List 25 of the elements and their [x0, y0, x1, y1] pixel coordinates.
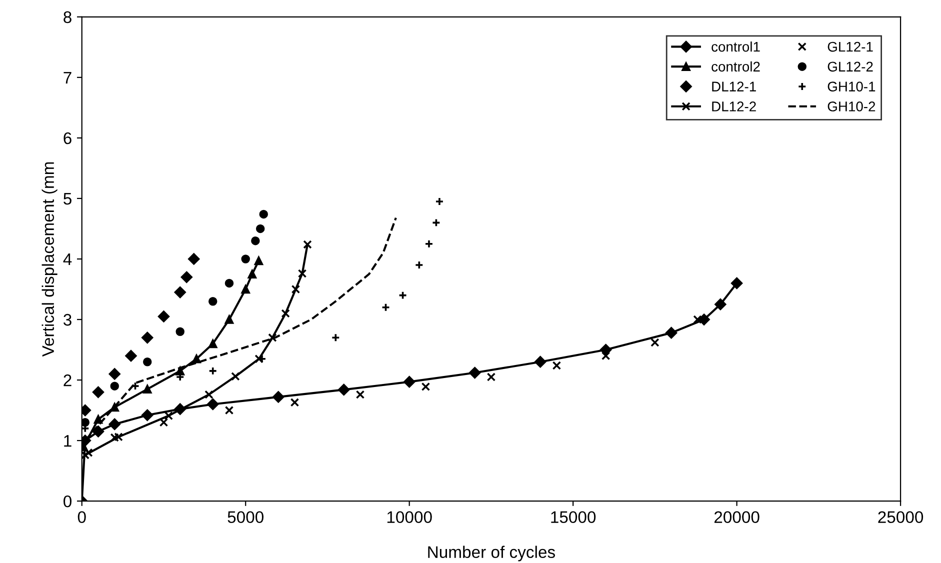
- x-tick-label: 10000: [387, 511, 432, 524]
- legend-label: GL12-2: [828, 62, 873, 72]
- y-tick-label: 1: [64, 435, 72, 447]
- y-tick-label: 2: [64, 374, 72, 386]
- legend-label: DL12-1: [712, 82, 756, 92]
- x-tick-label: 0: [78, 511, 86, 524]
- legend-label: GL12-1: [828, 42, 873, 52]
- x-tick-label: 20000: [714, 511, 760, 524]
- y-tick-label: 7: [64, 72, 72, 84]
- y-tick-label: 4: [63, 254, 72, 266]
- y-tick-label: 6: [64, 132, 72, 144]
- x-tick-label: 15000: [551, 511, 596, 524]
- y-tick-label: 5: [64, 193, 72, 205]
- y-tick-label: 0: [64, 495, 72, 508]
- y-tick-label: 8: [64, 11, 72, 24]
- legend-label: GH10-1: [828, 82, 876, 92]
- x-tick-label: 5000: [228, 511, 264, 524]
- x-tick-label: 25000: [878, 511, 924, 524]
- legend-label: DL12-2: [712, 102, 756, 112]
- legend-label: control2: [712, 61, 760, 72]
- y-axis-title: Vertical displacement (mm: [42, 162, 58, 357]
- x-axis-title: Number of cycles: [428, 546, 555, 562]
- y-tick-label: 3: [64, 314, 72, 326]
- legend-label: control1: [712, 41, 760, 52]
- legend-label: GH10-2: [828, 102, 876, 112]
